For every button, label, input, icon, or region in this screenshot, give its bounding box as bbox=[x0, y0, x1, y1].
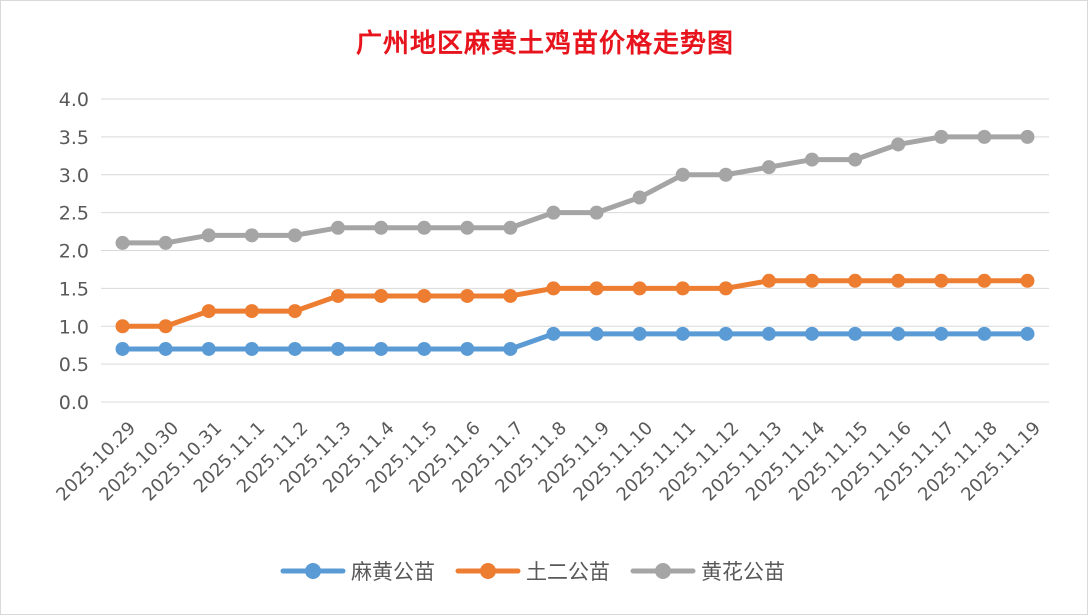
data-point bbox=[891, 326, 906, 341]
data-point bbox=[158, 341, 173, 356]
data-point bbox=[805, 152, 819, 167]
data-point bbox=[934, 326, 949, 341]
data-point bbox=[374, 288, 389, 303]
y-tick-label: 2.5 bbox=[59, 203, 89, 225]
data-point bbox=[244, 341, 259, 356]
data-point bbox=[460, 288, 475, 303]
legend-item: 土二公苗 bbox=[455, 560, 610, 584]
data-point bbox=[1020, 129, 1035, 144]
data-point bbox=[417, 341, 432, 356]
data-point bbox=[632, 326, 647, 341]
data-point bbox=[934, 129, 949, 144]
legend: 麻黄公苗 土二公苗 黄花公苗 bbox=[280, 560, 785, 584]
series-2 bbox=[115, 273, 1035, 334]
series-lines bbox=[115, 129, 1035, 356]
data-point bbox=[331, 220, 345, 235]
data-point bbox=[977, 129, 992, 144]
data-point bbox=[201, 341, 216, 356]
data-point bbox=[244, 228, 259, 243]
data-point bbox=[632, 281, 647, 296]
data-point bbox=[417, 288, 432, 303]
data-point bbox=[546, 205, 561, 220]
data-point bbox=[244, 304, 259, 319]
series-line bbox=[120, 331, 1030, 352]
data-point bbox=[331, 288, 345, 303]
y-tick-label: 1.0 bbox=[59, 316, 89, 338]
series-line bbox=[120, 278, 1030, 329]
series-3 bbox=[115, 129, 1035, 250]
data-point bbox=[761, 160, 776, 175]
chart-title: 广州地区麻黄土鸡苗价格走势图 bbox=[355, 29, 734, 59]
data-point bbox=[891, 137, 906, 152]
y-tick-label: 3.0 bbox=[59, 165, 89, 187]
data-point bbox=[934, 273, 949, 288]
data-point bbox=[589, 326, 604, 341]
data-point bbox=[503, 288, 518, 303]
data-point bbox=[417, 220, 432, 235]
data-point bbox=[675, 167, 690, 182]
data-point bbox=[718, 326, 733, 341]
data-point bbox=[115, 341, 130, 356]
data-point bbox=[201, 304, 216, 319]
data-point bbox=[1020, 326, 1035, 341]
legend-marker bbox=[480, 563, 496, 579]
x-axis-ticks: 2025.10.292025.10.302025.10.312025.11.12… bbox=[52, 418, 1045, 506]
series-1 bbox=[115, 326, 1035, 356]
y-tick-label: 4.0 bbox=[59, 89, 89, 111]
legend-label: 麻黄公苗 bbox=[351, 560, 435, 584]
data-point bbox=[1020, 273, 1035, 288]
y-tick-label: 2.0 bbox=[59, 241, 89, 263]
data-point bbox=[848, 152, 863, 167]
data-point bbox=[848, 273, 863, 288]
data-point bbox=[977, 273, 992, 288]
y-tick-label: 0.5 bbox=[59, 354, 89, 376]
data-point bbox=[891, 273, 906, 288]
legend-label: 土二公苗 bbox=[526, 560, 610, 584]
data-point bbox=[546, 281, 561, 296]
legend-item: 黄花公苗 bbox=[630, 560, 785, 584]
data-point bbox=[287, 304, 302, 319]
data-point bbox=[546, 326, 561, 341]
data-point bbox=[805, 273, 819, 288]
legend-label: 黄花公苗 bbox=[701, 560, 785, 584]
data-point bbox=[201, 228, 216, 243]
data-point bbox=[718, 281, 733, 296]
legend-item: 麻黄公苗 bbox=[280, 560, 435, 584]
data-point bbox=[503, 220, 518, 235]
y-tick-label: 1.5 bbox=[59, 278, 89, 300]
data-point bbox=[115, 319, 130, 334]
y-tick-label: 3.5 bbox=[59, 127, 89, 149]
series-line bbox=[120, 134, 1030, 246]
data-point bbox=[158, 235, 173, 250]
legend-marker bbox=[655, 563, 671, 579]
data-point bbox=[460, 220, 475, 235]
data-point bbox=[848, 326, 863, 341]
data-point bbox=[115, 235, 130, 250]
data-point bbox=[977, 326, 992, 341]
data-point bbox=[374, 220, 389, 235]
data-point bbox=[675, 326, 690, 341]
data-point bbox=[761, 326, 776, 341]
data-point bbox=[287, 341, 302, 356]
data-point bbox=[632, 190, 647, 205]
data-point bbox=[805, 326, 819, 341]
data-point bbox=[675, 281, 690, 296]
data-point bbox=[761, 273, 776, 288]
data-point bbox=[503, 341, 518, 356]
data-point bbox=[460, 341, 475, 356]
data-point bbox=[158, 319, 173, 334]
data-point bbox=[718, 167, 733, 182]
y-axis-ticks: 0.0 0.5 1.0 1.5 2.0 2.5 3.0 3.5 4.0 bbox=[59, 89, 89, 414]
data-point bbox=[331, 341, 345, 356]
data-point bbox=[374, 341, 389, 356]
data-point bbox=[589, 205, 604, 220]
legend-marker bbox=[305, 563, 321, 579]
data-point bbox=[589, 281, 604, 296]
data-point bbox=[287, 228, 302, 243]
y-tick-label: 0.0 bbox=[59, 392, 89, 414]
